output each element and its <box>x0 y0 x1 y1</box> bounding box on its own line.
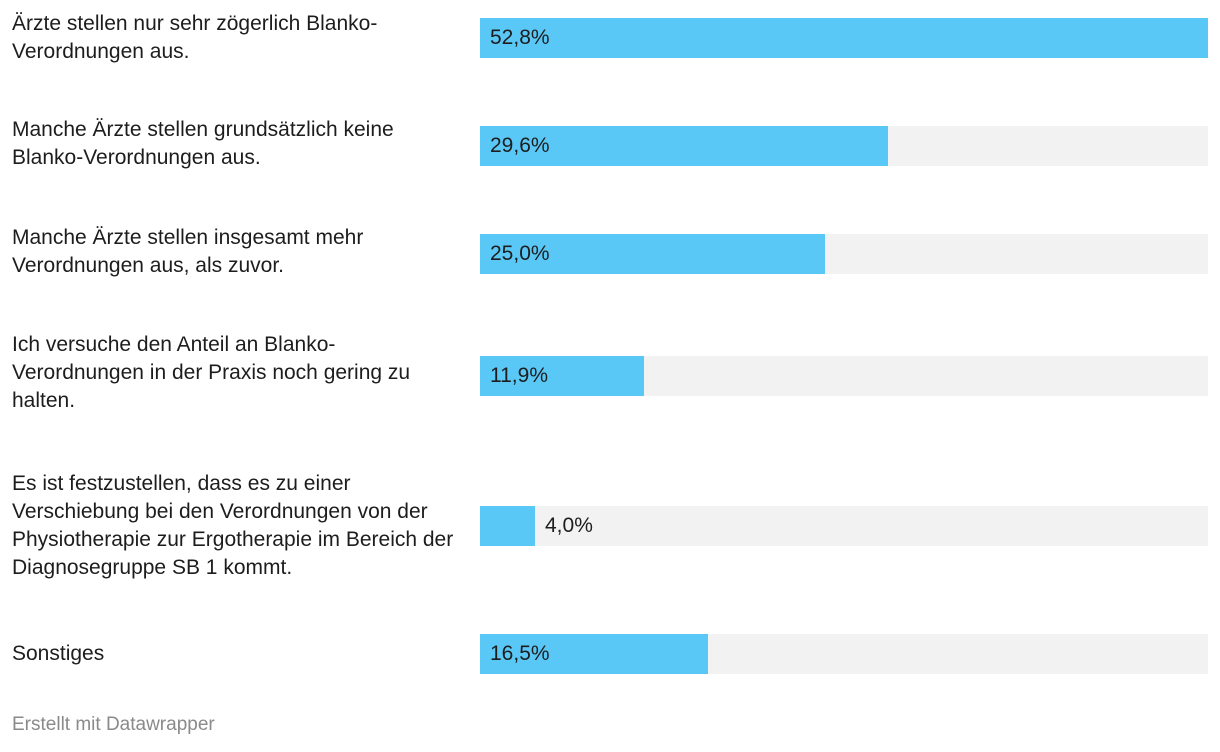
value-label: 25,0% <box>490 242 550 265</box>
value-label: 11,9% <box>490 364 548 387</box>
value-label: 4,0% <box>545 514 593 537</box>
bar <box>480 18 1208 58</box>
category-label: Ich versuche den Anteil an Blanko-Verord… <box>12 333 411 412</box>
value-label: 29,6% <box>490 134 550 157</box>
bar-track: 16,5% <box>480 634 1208 674</box>
bar-track: 29,6% <box>480 126 1208 166</box>
category-label: Ärzte stellen nur sehr zögerlich Blanko-… <box>12 12 378 63</box>
category-label: Es ist festzustellen, dass es zu einer V… <box>12 472 454 579</box>
bar-track: 52,8% <box>480 18 1208 58</box>
bar-track: 4,0% <box>480 506 1208 546</box>
value-label: 16,5% <box>490 642 550 665</box>
category-label: Manche Ärzte stellen insgesamt mehr Vero… <box>12 226 364 277</box>
datawrapper-credit[interactable]: Erstellt mit Datawrapper <box>12 714 215 735</box>
category-label: Manche Ärzte stellen grundsätzlich keine… <box>12 118 394 169</box>
bar <box>480 634 708 674</box>
bar-track: 25,0% <box>480 234 1208 274</box>
bar-track: 11,9% <box>480 356 1208 396</box>
bar <box>480 506 535 546</box>
category-label: Sonstiges <box>12 642 105 665</box>
bar <box>480 234 825 274</box>
value-label: 52,8% <box>490 26 550 49</box>
bar <box>480 356 644 396</box>
bar <box>480 126 888 166</box>
